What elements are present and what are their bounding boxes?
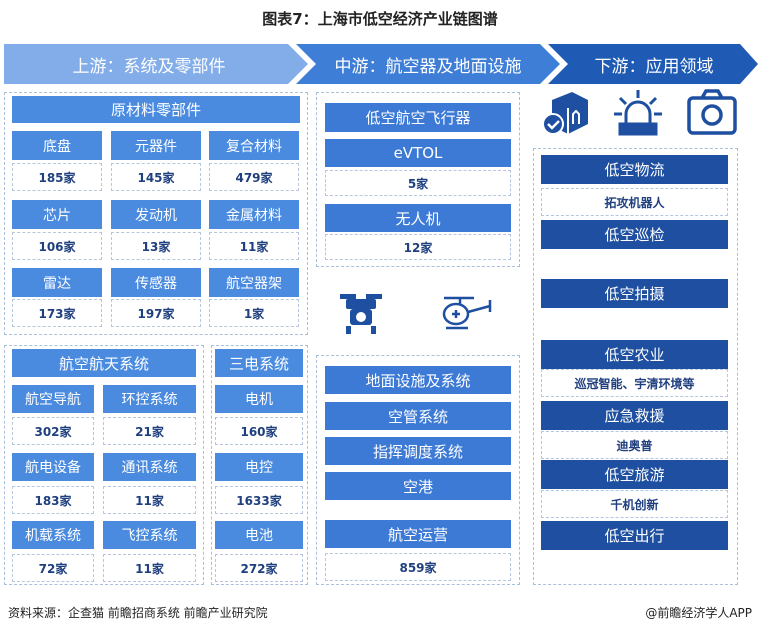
aerospace-label: 航电设备 bbox=[12, 453, 94, 481]
aerospace-count: 72家 bbox=[12, 554, 94, 582]
application-label: 低空物流 bbox=[541, 155, 728, 184]
application-label: 应急救援 bbox=[541, 401, 728, 430]
aircraft-panel bbox=[316, 92, 520, 267]
material-count: 197家 bbox=[111, 299, 201, 327]
application-label: 低空拍摄 bbox=[541, 279, 728, 308]
downstream-arrow bbox=[548, 44, 758, 84]
evtol-box: eVTOL bbox=[325, 139, 511, 167]
application-company: 千机创新 bbox=[541, 490, 728, 518]
stage-arrows bbox=[4, 44, 758, 84]
electric-label: 电池 bbox=[215, 521, 303, 549]
source-note: 资料来源：企查猫 前瞻招商系统 前瞻产业研究院 bbox=[8, 606, 268, 620]
drone-icon bbox=[340, 294, 382, 334]
ground-item: 空港 bbox=[325, 472, 511, 500]
application-label: 低空旅游 bbox=[541, 460, 728, 489]
materials-title: 原材料零部件 bbox=[12, 96, 300, 123]
material-count: 479家 bbox=[209, 163, 299, 191]
aerospace-label: 航空导航 bbox=[12, 385, 94, 413]
application-company: 迪奥普 bbox=[541, 431, 728, 459]
material-label: 底盘 bbox=[12, 131, 102, 160]
alarm-light-icon bbox=[614, 90, 662, 136]
material-label: 芯片 bbox=[12, 200, 102, 229]
aerospace-label: 机载系统 bbox=[12, 521, 94, 549]
ground-panel bbox=[316, 355, 520, 585]
drone-count: 12家 bbox=[325, 234, 511, 260]
application-panel bbox=[533, 148, 738, 585]
aircraft-title: 低空航空飞行器 bbox=[325, 103, 511, 132]
ground-item: 地面设施及系统 bbox=[325, 366, 511, 394]
aerospace-count: 11家 bbox=[103, 486, 196, 514]
application-company: 拓攻机器人 bbox=[541, 188, 728, 216]
material-label: 发动机 bbox=[111, 200, 201, 229]
electric-label: 电控 bbox=[215, 453, 303, 481]
material-label: 复合材料 bbox=[209, 131, 299, 160]
helicopter-icon bbox=[442, 296, 492, 330]
evtol-count: 5家 bbox=[325, 170, 511, 196]
ground-item: 指挥调度系统 bbox=[325, 437, 511, 465]
package-icon bbox=[542, 92, 588, 135]
electric-count: 272家 bbox=[215, 554, 303, 582]
application-label: 低空农业 bbox=[541, 340, 728, 369]
ops-count: 859家 bbox=[325, 553, 511, 581]
stage-downstream: 下游：应用领域 bbox=[594, 56, 714, 77]
electric-label: 电机 bbox=[215, 385, 303, 413]
page-title: 图表7：上海市低空经济产业链图谱 bbox=[262, 10, 498, 28]
material-count: 13家 bbox=[111, 232, 201, 260]
aerospace-label: 通讯系统 bbox=[103, 453, 196, 481]
camera-icon bbox=[687, 89, 737, 135]
application-label: 低空巡检 bbox=[541, 220, 728, 249]
electric-count: 1633家 bbox=[215, 486, 303, 514]
electric-panel bbox=[211, 345, 308, 585]
material-count: 145家 bbox=[111, 163, 201, 191]
stage-midstream: 中游：航空器及地面设施 bbox=[334, 56, 522, 77]
drone-box: 无人机 bbox=[325, 204, 511, 232]
midstream-arrow bbox=[296, 44, 560, 84]
electric-title: 三电系统 bbox=[215, 349, 303, 377]
aerospace-count: 21家 bbox=[103, 417, 196, 445]
aerospace-count: 11家 bbox=[103, 554, 196, 582]
material-label: 雷达 bbox=[12, 268, 102, 297]
application-company: 巡冠智能、宇清环境等 bbox=[541, 369, 728, 397]
materials-panel bbox=[4, 92, 308, 335]
aerospace-panel bbox=[4, 345, 204, 585]
brand-label: @前瞻经济学人APP bbox=[645, 606, 752, 620]
material-count: 1家 bbox=[209, 299, 299, 327]
aerospace-count: 302家 bbox=[12, 417, 94, 445]
aerospace-title: 航空航天系统 bbox=[12, 349, 196, 377]
material-label: 元器件 bbox=[111, 131, 201, 160]
material-count: 106家 bbox=[12, 232, 102, 260]
material-label: 航空器架 bbox=[209, 268, 299, 297]
aerospace-count: 183家 bbox=[12, 486, 94, 514]
material-count: 173家 bbox=[12, 299, 102, 327]
ops-box: 航空运营 bbox=[325, 520, 511, 548]
material-count: 11家 bbox=[209, 232, 299, 260]
material-label: 传感器 bbox=[111, 268, 201, 297]
stage-upstream: 上游：系统及零部件 bbox=[72, 56, 226, 77]
application-label: 低空出行 bbox=[541, 521, 728, 550]
electric-count: 160家 bbox=[215, 417, 303, 445]
material-label: 金属材料 bbox=[209, 200, 299, 229]
aerospace-label: 飞控系统 bbox=[103, 521, 196, 549]
ground-item: 空管系统 bbox=[325, 402, 511, 430]
aerospace-label: 环控系统 bbox=[103, 385, 196, 413]
upstream-arrow bbox=[4, 44, 308, 84]
material-count: 185家 bbox=[12, 163, 102, 191]
